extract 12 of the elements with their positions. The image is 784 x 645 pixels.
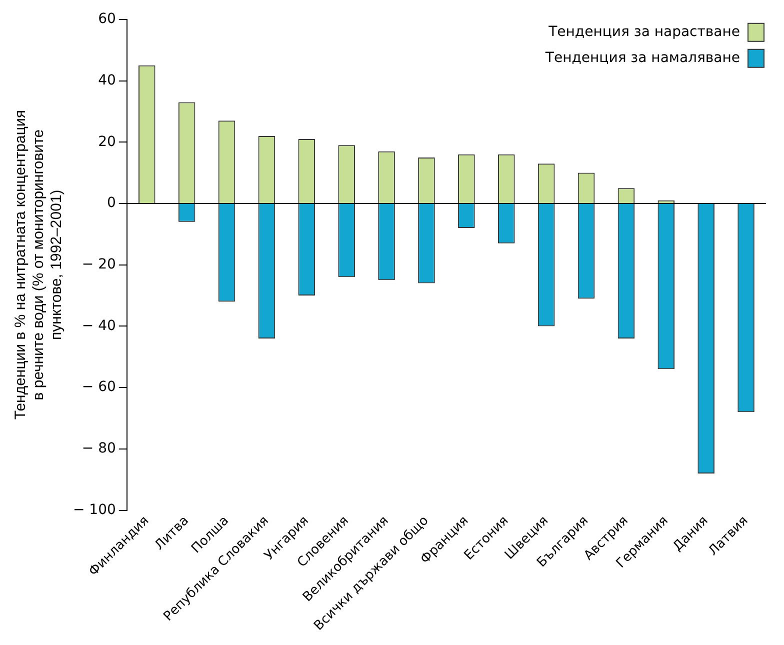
y-tick-label: 0 — [106, 195, 116, 212]
y-tick-label: 60 — [98, 11, 116, 28]
y-axis-title: Тенденции в % на нитратната концентрация в речните води (% от мониторинговите пунктове, 1992–2001) — [12, 110, 66, 420]
y-tick-label: 20 — [98, 134, 116, 150]
y-tick-label: − 80 — [82, 440, 116, 457]
legend-label: Тенденция за намаляване — [544, 50, 740, 66]
y-tick-label: − 60 — [82, 379, 116, 396]
y-tick-label: 40 — [98, 72, 116, 88]
legend-label: Тенденция за нарастване — [548, 24, 740, 40]
y-tick-label: − 40 — [82, 318, 116, 334]
y-tick-label: − 20 — [82, 256, 116, 272]
y-tick-label: − 100 — [72, 502, 116, 518]
